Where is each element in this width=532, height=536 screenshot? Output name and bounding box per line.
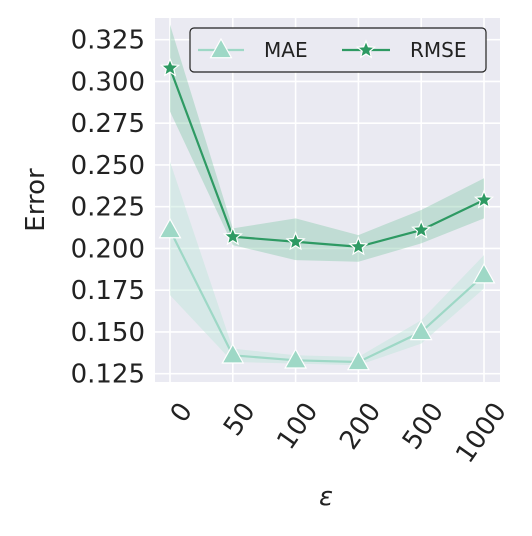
legend-label-rmse: RMSE bbox=[410, 38, 466, 62]
point-mae-0 bbox=[158, 217, 182, 239]
point-rmse-500 bbox=[411, 219, 432, 239]
y-tick-label: 0.175 bbox=[71, 276, 145, 306]
point-mae-200 bbox=[346, 349, 370, 371]
point-rmse-200 bbox=[348, 236, 369, 256]
y-tick-label: 0.325 bbox=[71, 26, 145, 56]
x-axis-label: ε bbox=[319, 482, 333, 512]
series-line-rmse bbox=[168, 67, 485, 248]
point-mae-1000 bbox=[472, 262, 496, 284]
legend-marker-mae bbox=[209, 37, 233, 59]
series-lines bbox=[168, 67, 485, 364]
x-tick-label: 0 bbox=[165, 397, 199, 428]
x-tick-label: 100 bbox=[271, 397, 324, 455]
point-rmse-100 bbox=[285, 231, 306, 251]
x-tick-label: 50 bbox=[218, 397, 262, 441]
x-tick-label: 500 bbox=[397, 397, 450, 455]
point-rmse-50 bbox=[222, 226, 243, 246]
y-tick-label: 0.125 bbox=[71, 360, 145, 390]
point-mae-50 bbox=[221, 343, 245, 364]
legend-label-mae: MAE bbox=[264, 38, 308, 62]
series-line-mae bbox=[169, 229, 485, 364]
point-mae-500 bbox=[409, 319, 433, 341]
x-tick-label: 1000 bbox=[450, 397, 513, 468]
y-tick-label: 0.275 bbox=[71, 109, 145, 139]
point-rmse-1000 bbox=[473, 189, 495, 209]
y-axis-label: Error bbox=[21, 168, 51, 232]
legend-box bbox=[189, 27, 487, 73]
x-tick-labels: 0 50 100 200 500 1000 bbox=[165, 397, 513, 468]
y-tick-label: 0.200 bbox=[71, 234, 145, 264]
x-tick-label: 200 bbox=[334, 397, 387, 455]
legend: MAE RMSE bbox=[189, 27, 487, 73]
y-tick-label: 0.150 bbox=[71, 318, 145, 348]
y-tick-labels: 0.125 0.150 0.175 0.200 0.225 0.250 0.275 0.300… bbox=[71, 26, 145, 390]
point-rmse-0 bbox=[159, 57, 181, 77]
y-tick-label: 0.300 bbox=[71, 67, 145, 97]
y-tick-label: 0.225 bbox=[71, 193, 145, 223]
point-mae-100 bbox=[284, 348, 308, 369]
series-markers bbox=[158, 57, 496, 371]
y-tick-label: 0.250 bbox=[71, 151, 145, 181]
plot-background bbox=[155, 18, 500, 382]
legend-marker-rmse bbox=[355, 39, 377, 59]
